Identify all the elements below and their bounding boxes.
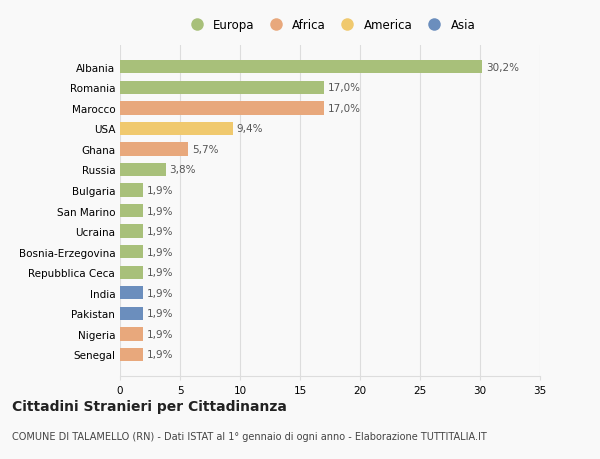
- Bar: [120, 307, 143, 320]
- Text: 9,4%: 9,4%: [236, 124, 263, 134]
- Text: 1,9%: 1,9%: [146, 185, 173, 196]
- Bar: [120, 348, 143, 361]
- Bar: [120, 184, 143, 197]
- Bar: [120, 225, 143, 238]
- Bar: [120, 163, 166, 177]
- Text: 17,0%: 17,0%: [328, 104, 361, 113]
- Text: 1,9%: 1,9%: [146, 350, 173, 360]
- Text: 1,9%: 1,9%: [146, 206, 173, 216]
- Bar: [120, 246, 143, 259]
- Bar: [120, 204, 143, 218]
- Bar: [120, 123, 233, 136]
- Text: 3,8%: 3,8%: [169, 165, 196, 175]
- Text: 5,7%: 5,7%: [192, 145, 218, 155]
- Bar: [120, 81, 324, 95]
- Bar: [120, 143, 188, 156]
- Text: 1,9%: 1,9%: [146, 268, 173, 278]
- Bar: [120, 102, 324, 115]
- Text: 1,9%: 1,9%: [146, 288, 173, 298]
- Text: 1,9%: 1,9%: [146, 309, 173, 319]
- Legend: Europa, Africa, America, Asia: Europa, Africa, America, Asia: [180, 14, 480, 37]
- Text: Cittadini Stranieri per Cittadinanza: Cittadini Stranieri per Cittadinanza: [12, 399, 287, 413]
- Text: 17,0%: 17,0%: [328, 83, 361, 93]
- Text: 30,2%: 30,2%: [486, 62, 519, 73]
- Text: 1,9%: 1,9%: [146, 247, 173, 257]
- Bar: [120, 328, 143, 341]
- Text: 1,9%: 1,9%: [146, 329, 173, 339]
- Bar: [120, 61, 482, 74]
- Text: 1,9%: 1,9%: [146, 227, 173, 237]
- Text: COMUNE DI TALAMELLO (RN) - Dati ISTAT al 1° gennaio di ogni anno - Elaborazione : COMUNE DI TALAMELLO (RN) - Dati ISTAT al…: [12, 431, 487, 442]
- Bar: [120, 266, 143, 280]
- Bar: [120, 286, 143, 300]
